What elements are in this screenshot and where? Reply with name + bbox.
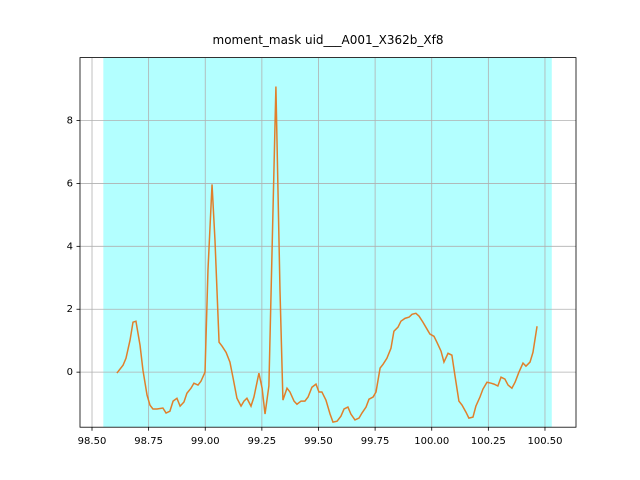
data-line <box>116 86 538 424</box>
x-tick-label: 99.00 <box>191 436 220 447</box>
y-tick-label: 0 <box>67 367 73 378</box>
x-tick-label: 99.75 <box>361 436 390 447</box>
plot-frame <box>79 57 577 428</box>
y-tick-label: 8 <box>67 116 73 127</box>
x-tick-label: 100.25 <box>471 436 506 447</box>
x-tick-label: 98.50 <box>78 436 107 447</box>
y-tick-label: 2 <box>67 304 73 315</box>
x-tick-label: 99.50 <box>304 436 333 447</box>
x-tick-label: 99.25 <box>248 436 277 447</box>
x-tick-label: 98.75 <box>134 436 163 447</box>
x-tick-label: 100.00 <box>414 436 449 447</box>
chart-title: moment_mask uid___A001_X362b_Xf8 <box>213 33 444 47</box>
y-tick-label: 6 <box>67 178 73 189</box>
x-tick-label: 100.50 <box>527 436 562 447</box>
y-tick-label: 4 <box>67 241 73 252</box>
highlight-span <box>103 57 552 428</box>
